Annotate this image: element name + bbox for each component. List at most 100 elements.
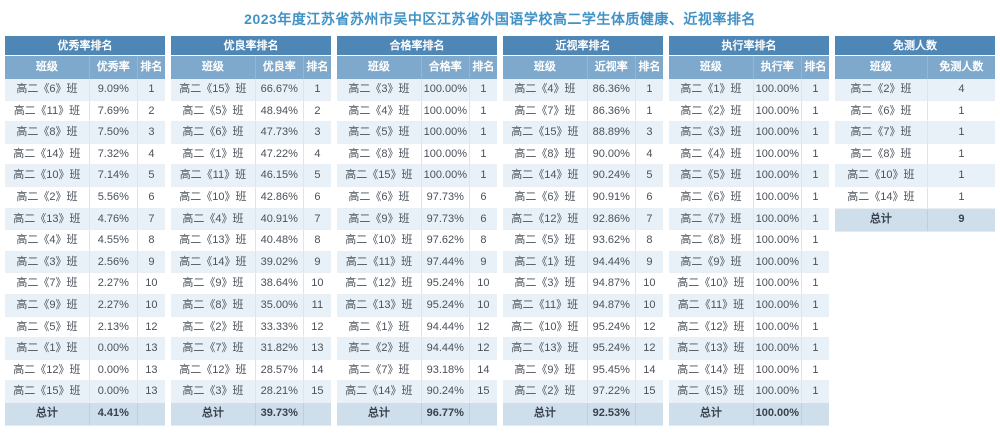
table-row: 高二《10》班 100.00% 1	[669, 273, 829, 295]
table-row: 高二《3》班 100.00% 1	[337, 79, 497, 101]
class-name-cell: 高二《14》班	[503, 165, 588, 186]
rate-cell: 97.22%	[588, 381, 636, 402]
rate-cell: 94.87%	[588, 294, 636, 316]
rate-cell: 66.67%	[256, 79, 304, 100]
class-name-cell: 高二《13》班	[337, 294, 422, 316]
rate-cell: 86.36%	[588, 100, 636, 122]
table-row: 高二《3》班 28.21% 15	[171, 381, 331, 403]
rate-cell: 4.76%	[90, 208, 138, 230]
table-row: 高二《15》班 66.67% 1	[171, 79, 331, 101]
rank-cell: 5	[646, 169, 653, 182]
table-row: 高二《8》班 100.00% 1	[669, 230, 829, 252]
table-row: 高二《5》班 48.94% 2	[171, 100, 331, 123]
class-name-cell: 高二《11》班	[669, 294, 754, 316]
count-cell: 1	[958, 190, 965, 203]
rate-cell: 100.00%	[754, 186, 802, 208]
table-row: 高二《15》班 100.00% 1	[669, 381, 829, 403]
rank-cell: 1	[812, 320, 819, 333]
ranking-tables-container: 优秀率排名 班级 优秀率 排名 高二《6》班 9.09% 1 高二《11》班 7.69% 2 高二《…	[0, 36, 1000, 426]
table-row: 高二《6》班 47.73% 3	[171, 122, 331, 144]
table-row: 高二《5》班 100.00% 1	[669, 165, 829, 187]
class-name-cell: 高二《3》班	[171, 381, 256, 402]
column-header: 班级	[171, 56, 256, 79]
class-name-cell: 高二《4》班	[337, 100, 422, 122]
rank-cell: 2	[314, 104, 321, 117]
rate-cell: 39.73%	[256, 402, 304, 425]
rate-cell: 48.94%	[256, 100, 304, 122]
rate-cell: 28.21%	[256, 381, 304, 402]
rank-cell: 4	[646, 147, 653, 160]
rank-cell: 8	[480, 234, 487, 247]
rate-cell: 33.33%	[256, 316, 304, 338]
rate-cell: 5.56%	[90, 186, 138, 208]
table-row: 高二《5》班 100.00% 1	[337, 122, 497, 144]
table-title: 优良率排名	[171, 36, 331, 56]
class-name-cell: 总计	[835, 208, 928, 231]
rank-cell: 14	[643, 363, 656, 376]
rate-cell: 100.00%	[754, 381, 802, 402]
class-name-cell: 高二《12》班	[5, 359, 90, 381]
rank-cell: 1	[812, 277, 819, 290]
rate-cell: 2.13%	[90, 316, 138, 338]
class-name-cell: 高二《7》班	[835, 122, 928, 143]
rank-cell: 8	[148, 234, 155, 247]
class-name-cell: 高二《13》班	[5, 208, 90, 230]
rate-cell: 0.00%	[90, 359, 138, 381]
table-title: 免测人数	[835, 36, 995, 56]
rate-cell: 95.24%	[588, 338, 636, 359]
rate-cell: 90.24%	[588, 165, 636, 186]
class-name-cell: 高二《14》班	[171, 251, 256, 273]
rate-cell: 97.62%	[422, 230, 470, 251]
table-header-row: 班级 优秀率 排名	[5, 56, 165, 79]
class-name-cell: 高二《8》班	[503, 143, 588, 165]
rank-cell: 6	[480, 212, 487, 225]
rate-cell: 97.44%	[422, 251, 470, 273]
class-name-cell: 高二《9》班	[503, 359, 588, 381]
table-row: 高二《8》班 100.00% 1	[337, 143, 497, 166]
class-name-cell: 高二《9》班	[171, 273, 256, 294]
rank-cell: 3	[148, 126, 155, 139]
rate-cell: 93.18%	[422, 359, 470, 381]
table-exempt-count: 免测人数 班级 免测人数 高二《2》班 4 高二《6》班 1 高二《7》班 1 高二《8》班 1 高二…	[835, 36, 995, 232]
table-row: 高二《6》班 100.00% 1	[669, 186, 829, 209]
rank-cell: 3	[314, 126, 321, 139]
table-row: 高二《10》班 97.62% 8	[337, 230, 497, 252]
class-name-cell: 高二《5》班	[503, 230, 588, 251]
rank-cell: 7	[646, 212, 653, 225]
class-name-cell: 高二《11》班	[337, 251, 422, 273]
rate-cell: 0.00%	[90, 381, 138, 402]
table-total-row: 总计 39.73%	[171, 402, 331, 425]
class-name-cell: 高二《1》班	[171, 143, 256, 165]
rank-cell	[636, 403, 663, 425]
rank-cell: 1	[812, 147, 819, 160]
class-name-cell: 高二《2》班	[503, 381, 588, 402]
table-row: 高二《7》班 1	[835, 122, 995, 144]
class-name-cell: 高二《6》班	[337, 186, 422, 208]
rate-cell: 7.69%	[90, 100, 138, 122]
rank-cell: 1	[646, 83, 653, 95]
rank-cell	[304, 403, 331, 425]
rate-cell: 95.24%	[422, 294, 470, 316]
rank-cell: 7	[148, 212, 155, 225]
table-row: 高二《2》班 5.56% 6	[5, 186, 165, 209]
table-row: 高二《12》班 100.00% 1	[669, 316, 829, 339]
table-total-row: 总计 96.77%	[337, 402, 497, 425]
rank-cell: 1	[480, 169, 487, 182]
table-row: 高二《4》班 40.91% 7	[171, 208, 331, 231]
table-row: 高二《11》班 100.00% 1	[669, 294, 829, 317]
rate-cell: 47.73%	[256, 122, 304, 143]
class-name-cell: 高二《14》班	[835, 186, 928, 208]
table-total-row: 总计 100.00%	[669, 402, 829, 425]
class-name-cell: 高二《12》班	[503, 208, 588, 230]
rate-cell: 46.15%	[256, 165, 304, 186]
class-name-cell: 高二《4》班	[503, 79, 588, 100]
rank-cell: 4	[148, 147, 155, 160]
class-name-cell: 高二《7》班	[669, 208, 754, 230]
class-name-cell: 高二《1》班	[337, 316, 422, 338]
rank-cell: 15	[643, 385, 656, 398]
table-row: 高二《14》班 7.32% 4	[5, 143, 165, 166]
table-row: 高二《13》班 95.24% 12	[503, 338, 663, 360]
class-name-cell: 高二《5》班	[5, 316, 90, 338]
class-name-cell: 高二《15》班	[503, 122, 588, 143]
table-row: 高二《15》班 0.00% 13	[5, 381, 165, 403]
